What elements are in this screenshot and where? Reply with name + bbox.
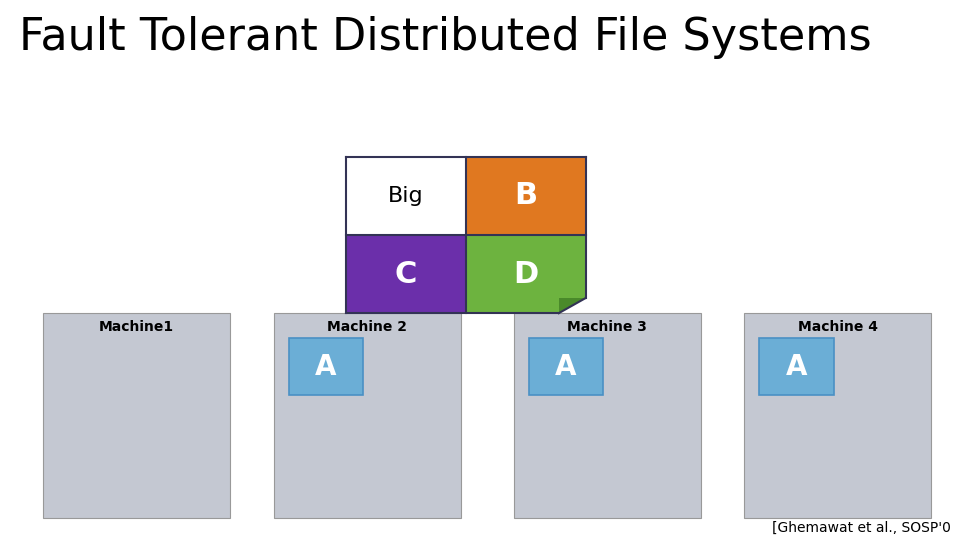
Text: A: A xyxy=(555,353,577,381)
Bar xyxy=(759,338,834,395)
Text: Machine 2: Machine 2 xyxy=(327,320,407,334)
Bar xyxy=(466,157,586,235)
Polygon shape xyxy=(559,298,586,313)
Text: Machine 4: Machine 4 xyxy=(798,320,877,334)
Text: A: A xyxy=(785,353,807,381)
Bar xyxy=(346,157,466,235)
Bar xyxy=(744,313,931,518)
Polygon shape xyxy=(466,235,586,313)
Text: Machine 3: Machine 3 xyxy=(567,320,647,334)
Text: C: C xyxy=(395,260,417,288)
Text: D: D xyxy=(513,260,539,288)
Text: Machine1: Machine1 xyxy=(99,320,175,334)
Bar xyxy=(346,235,466,313)
Bar xyxy=(274,313,461,518)
Bar xyxy=(289,338,364,395)
Text: Big: Big xyxy=(388,186,423,206)
Text: Fault Tolerant Distributed File Systems: Fault Tolerant Distributed File Systems xyxy=(19,16,872,59)
Bar xyxy=(43,313,230,518)
Bar xyxy=(514,313,701,518)
Bar xyxy=(529,338,604,395)
Text: A: A xyxy=(315,353,337,381)
Text: B: B xyxy=(514,181,538,210)
Text: [Ghemawat et al., SOSP'0: [Ghemawat et al., SOSP'0 xyxy=(772,521,950,535)
